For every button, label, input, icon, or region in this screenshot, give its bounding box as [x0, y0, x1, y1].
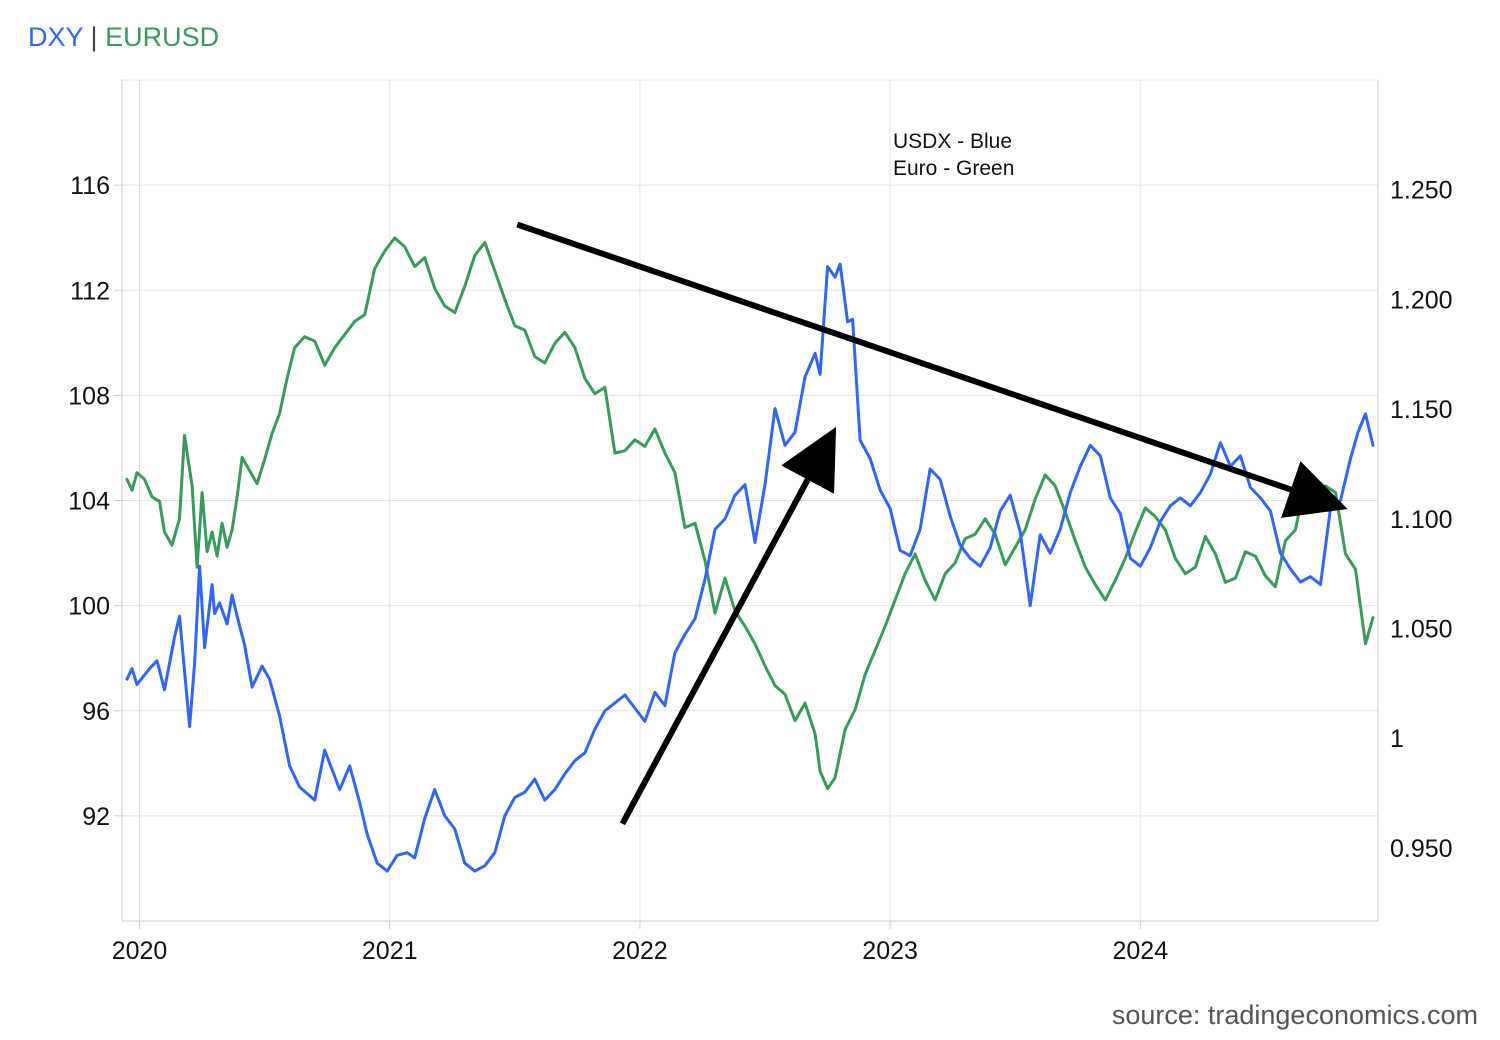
x-tick-label: 2023: [862, 937, 918, 965]
y-right-tick-label: 0.950: [1390, 835, 1453, 863]
y-left-tick-label: 92: [82, 803, 110, 831]
x-tick-label: 2020: [112, 937, 168, 965]
y-right-tick-label: 1.100: [1390, 506, 1453, 534]
y-left-tick-label: 112: [70, 277, 110, 305]
y-right-tick-label: 1.150: [1390, 396, 1453, 424]
y-left-tick-label: 100: [68, 593, 110, 621]
y-left-tick-label: 116: [70, 172, 110, 200]
y-right-tick-label: 1.050: [1390, 616, 1453, 644]
source-credit: source: tradingeconomics.com: [1111, 1000, 1478, 1030]
x-tick-label: 2024: [1112, 937, 1168, 965]
annotation-line-2: Euro - Green: [893, 157, 1014, 180]
eurusd-series-line: [125, 236, 1375, 791]
dxy-series-line: [125, 262, 1375, 873]
annotation-line-1: USDX - Blue: [893, 130, 1012, 153]
annotation-arrow-2: [619, 426, 837, 826]
annotation-arrow-1: [516, 221, 1348, 518]
x-tick-label: 2022: [612, 937, 668, 965]
x-tick-label: 2021: [362, 937, 418, 965]
y-left-tick-label: 104: [68, 488, 110, 516]
title-eurusd: EURUSD: [105, 22, 220, 52]
y-left-tick-label: 96: [82, 698, 110, 726]
y-right-tick-label: 1.250: [1390, 177, 1453, 205]
y-right-tick-label: 1.200: [1390, 286, 1453, 314]
title-dxy: DXY: [28, 22, 84, 52]
chart-title: DXY | EURUSD: [28, 22, 219, 53]
y-right-tick-label: 1: [1390, 725, 1404, 753]
y-left-tick-label: 108: [68, 382, 110, 410]
title-separator: |: [83, 22, 106, 52]
